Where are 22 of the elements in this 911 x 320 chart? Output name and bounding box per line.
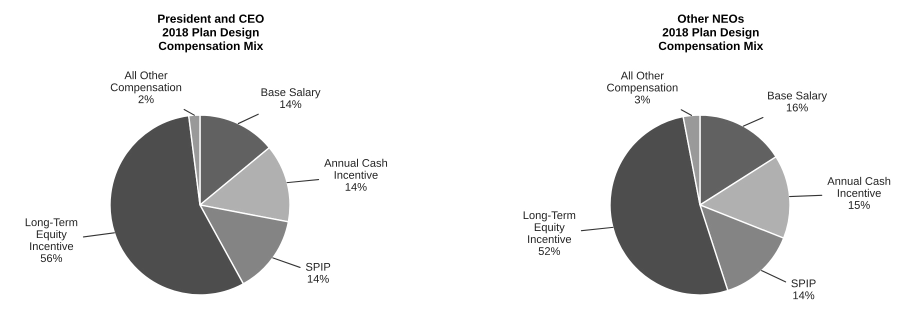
slice-label: SPIP (791, 279, 816, 288)
slice-label: Base Salary (768, 91, 828, 102)
data-label: 14% (308, 274, 329, 283)
chart-title: Other NEOs 2018 Plan Design Compensation Mix (658, 14, 764, 52)
data-label: 2% (138, 95, 154, 104)
slice-label: Long-Term Equity Incentive (524, 211, 576, 244)
data-label: 14% (346, 183, 367, 191)
slice-label: Annual Cash Incentive (324, 158, 388, 179)
slice-label: All Other Compensation (607, 71, 678, 94)
data-label: 16% (786, 104, 808, 112)
data-label: 3% (634, 96, 650, 104)
slice-label: Annual Cash Incentive (827, 176, 890, 197)
slice-label: Base Salary (262, 88, 320, 98)
chart-title: President and CEO 2018 Plan Design Compensation Mix (158, 14, 264, 52)
data-label: 14% (793, 291, 814, 300)
data-label: 15% (848, 201, 870, 209)
data-label: 14% (280, 100, 302, 108)
slice-label: All Other Compensation (110, 71, 182, 94)
data-label: 52% (538, 247, 560, 256)
slice-label: Long-Term Equity Incentive (26, 218, 78, 250)
slice-label: SPIP (306, 262, 330, 271)
data-label: 56% (40, 254, 62, 262)
